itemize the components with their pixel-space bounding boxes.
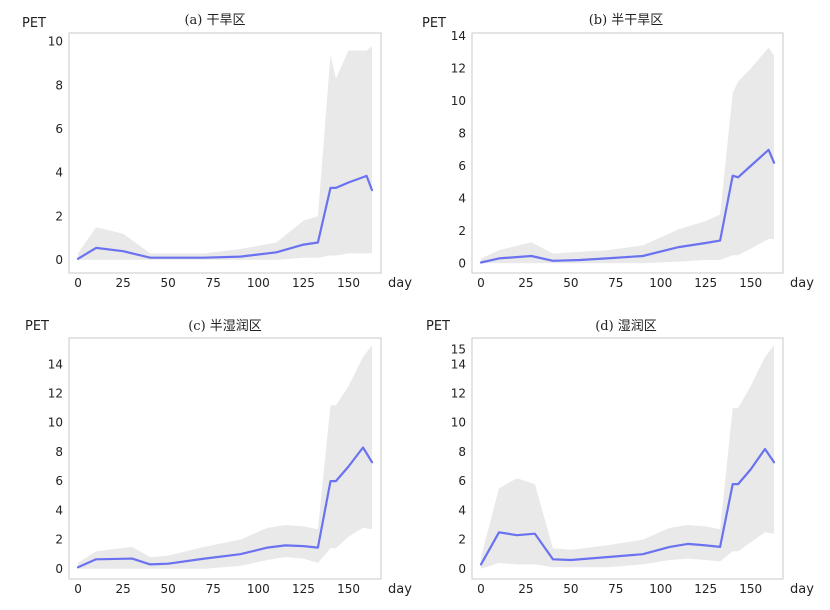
x-tick-label: 100 (247, 582, 270, 596)
uncertainty-band (481, 47, 774, 264)
x-tick-label: 0 (477, 582, 485, 596)
x-tick-label: 125 (292, 276, 315, 290)
y-tick-label: 6 (55, 474, 63, 488)
x-tick-label: 150 (337, 276, 360, 290)
x-axis-label: day (790, 582, 814, 597)
y-axis-label: PET (422, 16, 446, 31)
y-tick-label: 2 (55, 533, 63, 547)
x-tick-label: 0 (74, 276, 82, 290)
x-tick-label: 100 (649, 276, 672, 290)
uncertainty-band (78, 46, 372, 260)
y-tick-label: 15 (451, 343, 466, 357)
x-tick-label: 25 (115, 582, 130, 596)
y-axis-label: PET (22, 16, 46, 31)
mean-line (76, 174, 374, 260)
x-tick-label: 100 (247, 276, 270, 290)
y-tick-label: 0 (458, 256, 466, 270)
x-tick-label: 150 (739, 276, 762, 290)
mean-line (76, 446, 374, 569)
x-tick-label: 25 (518, 276, 533, 290)
plot-frame (68, 337, 382, 580)
mean-line (479, 447, 776, 566)
y-tick-label: 14 (451, 357, 466, 371)
y-tick-label: 0 (55, 562, 63, 576)
y-tick-label: 8 (458, 127, 466, 141)
x-tick-label: 100 (649, 582, 672, 596)
x-tick-label: 125 (694, 582, 717, 596)
x-tick-label: 125 (694, 276, 717, 290)
chart-title: (d) 湿润区 (595, 319, 657, 334)
x-axis-label: day (388, 582, 412, 597)
chart-title: (a) 干旱区 (184, 13, 245, 28)
panel-3: (c) 半湿润区 PET day 0 2 4 6 8 10 12 14 0 25 50 75 100 125 15… (25, 319, 412, 597)
chart-title: (c) 半湿润区 (188, 319, 262, 334)
plot-frame (471, 32, 784, 274)
y-tick-label: 4 (55, 166, 63, 180)
y-tick-label: 10 (48, 35, 63, 49)
x-tick-label: 75 (608, 276, 623, 290)
x-tick-label: 75 (206, 276, 221, 290)
x-tick-label: 25 (115, 276, 130, 290)
y-tick-label: 12 (451, 62, 466, 76)
x-tick-label: 25 (518, 582, 533, 596)
x-tick-label: 50 (563, 582, 578, 596)
y-tick-label: 8 (55, 445, 63, 459)
y-tick-label: 10 (451, 94, 466, 108)
y-tick-label: 8 (458, 445, 466, 459)
x-tick-label: 150 (739, 582, 762, 596)
x-tick-label: 75 (206, 582, 221, 596)
x-tick-label: 75 (608, 582, 623, 596)
y-axis-label: PET (426, 319, 450, 334)
x-tick-label: 125 (292, 582, 315, 596)
y-tick-label: 6 (55, 122, 63, 136)
y-tick-label: 6 (458, 159, 466, 173)
y-tick-label: 10 (451, 416, 466, 430)
y-tick-label: 4 (458, 191, 466, 205)
plot-frame (68, 32, 382, 274)
x-tick-label: 150 (337, 582, 360, 596)
y-tick-label: 0 (458, 562, 466, 576)
x-axis-label: day (388, 276, 412, 291)
chart-title: (b) 半干旱区 (589, 13, 664, 28)
x-tick-label: 50 (161, 276, 176, 290)
y-tick-label: 4 (458, 503, 466, 517)
y-axis-label: PET (25, 319, 49, 334)
x-tick-label: 0 (477, 276, 485, 290)
panel-2: (b) 半干旱区 PET day 0 2 4 6 8 10 12 14 0 25 50 75 100 125 15… (422, 13, 814, 291)
y-tick-label: 14 (48, 357, 63, 371)
y-tick-label: 12 (451, 387, 466, 401)
x-tick-label: 50 (563, 276, 578, 290)
y-tick-label: 2 (55, 209, 63, 223)
y-tick-label: 2 (458, 533, 466, 547)
x-tick-label: 50 (161, 582, 176, 596)
mean-line (479, 148, 776, 264)
x-tick-label: 0 (74, 582, 82, 596)
y-tick-label: 4 (55, 503, 63, 517)
uncertainty-band (78, 345, 372, 569)
y-tick-label: 6 (458, 474, 466, 488)
y-tick-label: 10 (48, 416, 63, 430)
y-tick-label: 8 (55, 78, 63, 92)
x-axis-label: day (790, 276, 814, 291)
y-tick-label: 12 (48, 387, 63, 401)
plot-frame (471, 337, 784, 580)
uncertainty-band (481, 345, 774, 569)
y-tick-label: 0 (55, 253, 63, 267)
y-tick-label: 14 (451, 29, 466, 43)
y-tick-label: 2 (458, 224, 466, 238)
